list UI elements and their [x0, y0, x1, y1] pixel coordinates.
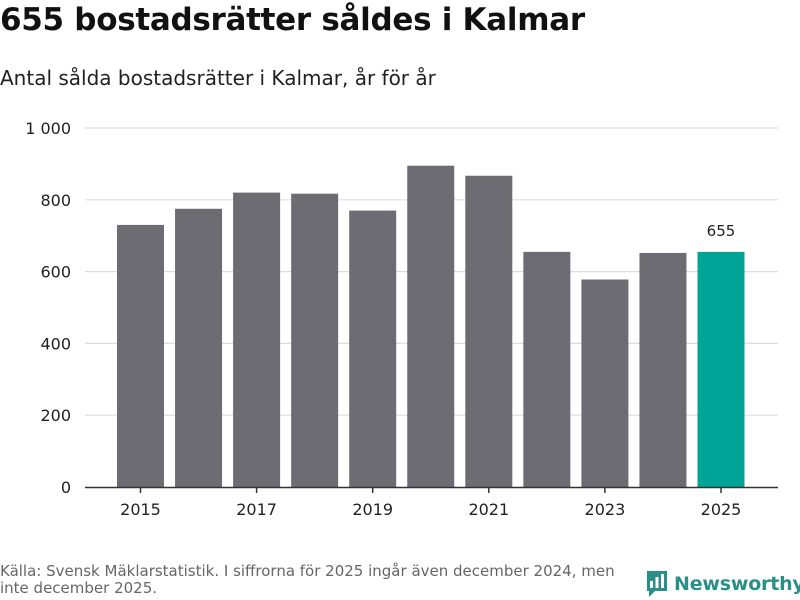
- bars: [117, 165, 745, 487]
- bar-chart-bubble-icon: [647, 571, 667, 597]
- bar-2015: [117, 224, 164, 487]
- source-note: Källa: Svensk Mäklarstatistik. I siffror…: [0, 562, 615, 597]
- newsworthy-logo: Newsworthy: [645, 568, 800, 600]
- y-tick-label: 0: [61, 478, 71, 497]
- bar-2018: [291, 193, 339, 487]
- data-label-2025: 655: [707, 222, 736, 240]
- bar-2020: [407, 165, 455, 487]
- bar-2016: [175, 208, 223, 487]
- bar-2021: [465, 175, 513, 487]
- bar-2024: [639, 252, 687, 487]
- y-tick-label: 800: [40, 191, 71, 210]
- bar-2017: [233, 192, 281, 487]
- y-tick-label: 400: [40, 334, 71, 353]
- y-tick-label: 1 000: [25, 119, 71, 138]
- x-tick-label: 2019: [352, 500, 393, 519]
- y-tick-label: 200: [40, 406, 71, 425]
- x-tick-label: 2017: [236, 500, 277, 519]
- x-tick-label: 2015: [120, 500, 161, 519]
- x-tick-label: 2023: [585, 500, 626, 519]
- tick-labels: 0 200 400 600 800 1 000 655 2015 2017 2019 2021 202…: [25, 119, 741, 519]
- bar-2023: [581, 279, 629, 487]
- axes: [85, 486, 778, 493]
- chart-subtitle: Antal sålda bostadsrätter i Kalmar, år f…: [0, 66, 436, 90]
- bar-2025: [697, 251, 745, 487]
- bar-2022: [523, 251, 571, 487]
- chart-title: 655 bostadsrätter såldes i Kalmar: [0, 2, 585, 38]
- x-tick-label: 2021: [468, 500, 509, 519]
- logo-text: Newsworthy: [674, 573, 800, 595]
- bar-chart: 0 200 400 600 800 1 000 655 2015 2017 2019 2021 202…: [25, 119, 778, 519]
- bar-2019: [349, 210, 397, 487]
- x-tick-label: 2025: [701, 500, 742, 519]
- y-tick-label: 600: [40, 263, 71, 282]
